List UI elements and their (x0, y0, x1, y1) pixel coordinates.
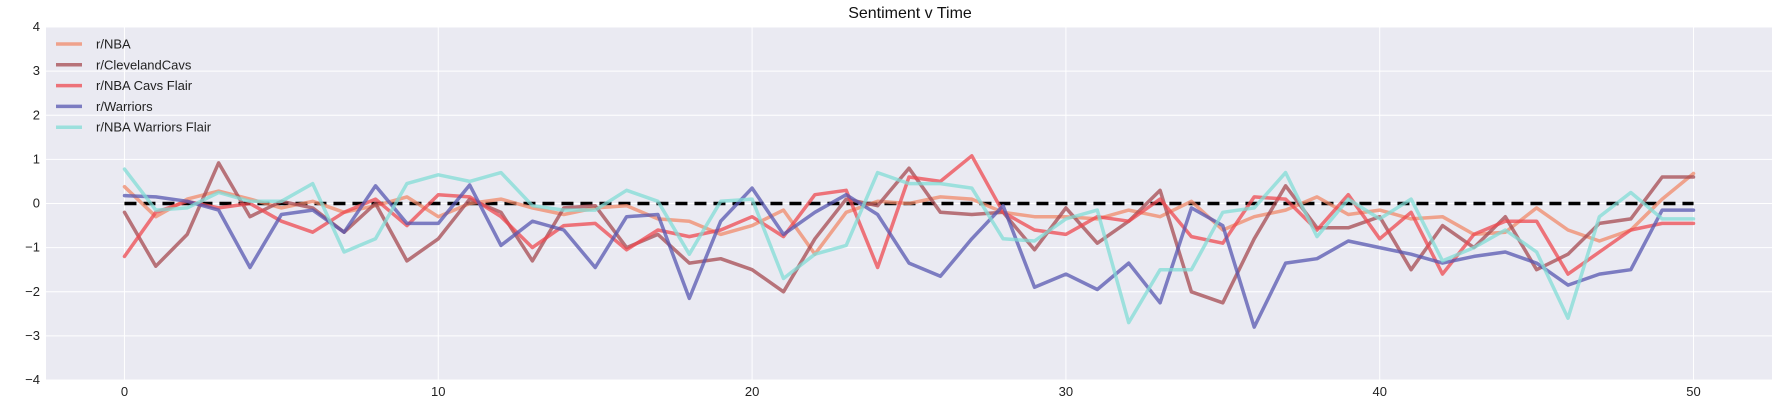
chart-title: Sentiment v Time (848, 5, 972, 22)
y-tick-label: −4 (25, 372, 40, 387)
x-tick-label: 10 (431, 384, 445, 399)
x-tick-label: 40 (1372, 384, 1386, 399)
series-line-0 (122, 171, 1696, 256)
y-tick-label: −2 (25, 284, 40, 299)
y-tick-label: −3 (25, 328, 40, 343)
legend-label-0: r/NBA (96, 37, 131, 52)
x-tick-label: 20 (745, 384, 759, 399)
series-line-4 (122, 167, 1696, 325)
legend-label-2: r/NBA Cavs Flair (96, 78, 193, 93)
y-tick-label: 2 (33, 107, 40, 122)
y-axis-ticks: −4 −3 −2 −1 0 1 2 3 4 (25, 19, 40, 387)
x-tick-label: 30 (1059, 384, 1073, 399)
y-tick-label: 1 (33, 151, 40, 166)
y-tick-label: 4 (33, 19, 40, 34)
legend: r/NBA r/ClevelandCavs r/NBA Cavs Flair r/Wa… (56, 37, 212, 135)
series-line-2 (122, 154, 1696, 276)
legend-label-4: r/NBA Warriors Flair (96, 120, 212, 135)
x-axis-ticks: 0 10 20 30 40 50 (121, 384, 1701, 399)
legend-label-1: r/ClevelandCavs (96, 57, 192, 72)
y-tick-label: −1 (25, 240, 40, 255)
series-lines (122, 154, 1696, 329)
x-tick-label: 50 (1686, 384, 1700, 399)
series-line-3 (122, 183, 1696, 329)
x-tick-label: 0 (121, 384, 128, 399)
y-tick-label: 3 (33, 63, 40, 78)
y-tick-label: 0 (33, 196, 40, 211)
legend-label-3: r/Warriors (96, 99, 153, 114)
